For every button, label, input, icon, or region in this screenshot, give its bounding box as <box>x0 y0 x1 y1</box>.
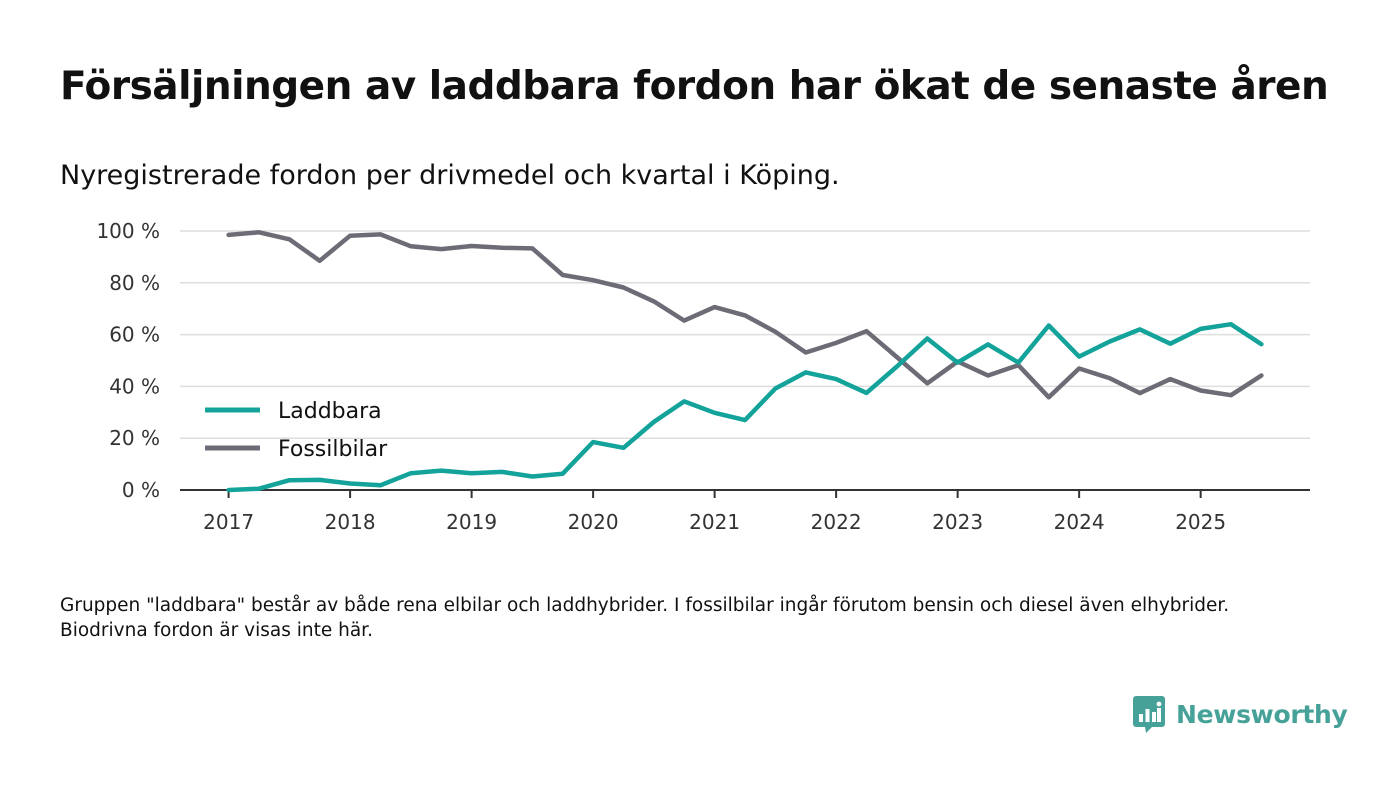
y-tick-label: 0 % <box>122 478 160 502</box>
legend-label-laddbara: Laddbara <box>278 399 382 424</box>
x-tick-label: 2022 <box>811 510 862 534</box>
legend: Laddbara Fossilbilar <box>205 399 388 462</box>
series-line-fossilbilar <box>226 230 1264 400</box>
line-chart: 0 % 20 % 40 % 60 % 80 % 100 % 2017 2018 2019 2020… <box>96 219 1310 534</box>
y-tick-label: 20 % <box>109 426 160 450</box>
legend-label-fossilbilar: Fossilbilar <box>278 437 388 462</box>
x-tick-label: 2024 <box>1054 510 1105 534</box>
newsworthy-logo-icon <box>1133 696 1165 733</box>
series-line-laddbara <box>226 321 1264 493</box>
chart-title: Försäljningen av laddbara fordon har öka… <box>60 64 1329 109</box>
axes: 0 % 20 % 40 % 60 % 80 % 100 % 2017 2018 2019 2020… <box>96 219 1310 534</box>
brand-logo[interactable]: Newsworthy <box>1132 692 1348 736</box>
y-tick-label: 100 % <box>96 219 160 243</box>
x-tick-label: 2017 <box>203 510 254 534</box>
x-tick-label: 2023 <box>932 510 983 534</box>
chart-subtitle: Nyregistrerade fordon per drivmedel och … <box>60 160 840 191</box>
chart-footnote: Gruppen "laddbara" består av både rena e… <box>60 595 1230 641</box>
x-tick-label: 2021 <box>689 510 740 534</box>
x-tick-label: 2019 <box>446 510 497 534</box>
x-tick-label: 2018 <box>325 510 376 534</box>
y-tick-label: 40 % <box>109 374 160 398</box>
y-tick-label: 60 % <box>109 323 160 347</box>
brand-name: Newsworthy <box>1176 699 1348 729</box>
y-tick-label: 80 % <box>109 271 160 295</box>
x-tick-label: 2025 <box>1175 510 1226 534</box>
series-lines <box>226 230 1264 493</box>
x-tick-label: 2020 <box>568 510 619 534</box>
